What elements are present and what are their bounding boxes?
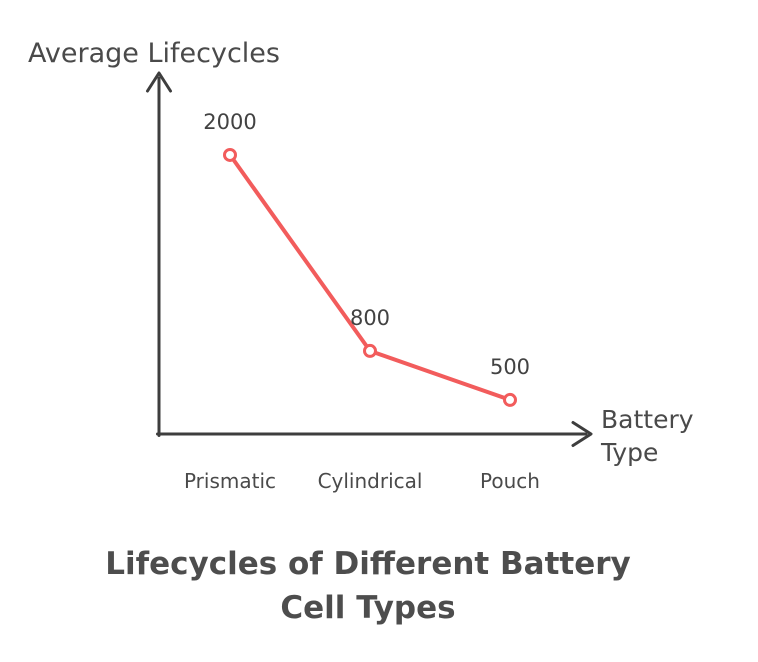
y-axis-arrowhead bbox=[146, 71, 172, 93]
chart-title: Lifecycles of Different Battery Cell Typ… bbox=[3, 542, 733, 630]
data-value-label-cylindrical: 800 bbox=[349, 305, 391, 330]
data-point-marker-pouch bbox=[503, 392, 517, 407]
x-axis-title-line1: Battery bbox=[601, 405, 694, 434]
x-axis-title: Battery Type bbox=[601, 403, 694, 469]
data-value-label-pouch: 500 bbox=[489, 354, 531, 379]
y-axis-title: Average Lifecycles bbox=[28, 38, 280, 69]
category-label-prismatic: Prismatic bbox=[183, 469, 277, 493]
category-label-cylindrical: Cylindrical bbox=[317, 469, 423, 493]
data-series-line bbox=[228, 152, 512, 402]
data-point-marker-cylindrical bbox=[363, 343, 377, 358]
category-label-pouch: Pouch bbox=[480, 469, 540, 493]
data-value-label-prismatic: 2000 bbox=[203, 109, 257, 134]
data-point-marker-prismatic bbox=[223, 147, 237, 162]
chart-title-line1: Lifecycles of Different Battery bbox=[105, 546, 631, 582]
x-axis-title-line2: Type bbox=[601, 438, 659, 467]
x-axis-arrowhead bbox=[571, 421, 593, 447]
chart-title-line2: Cell Types bbox=[280, 590, 456, 626]
data-point-markers bbox=[223, 147, 517, 407]
